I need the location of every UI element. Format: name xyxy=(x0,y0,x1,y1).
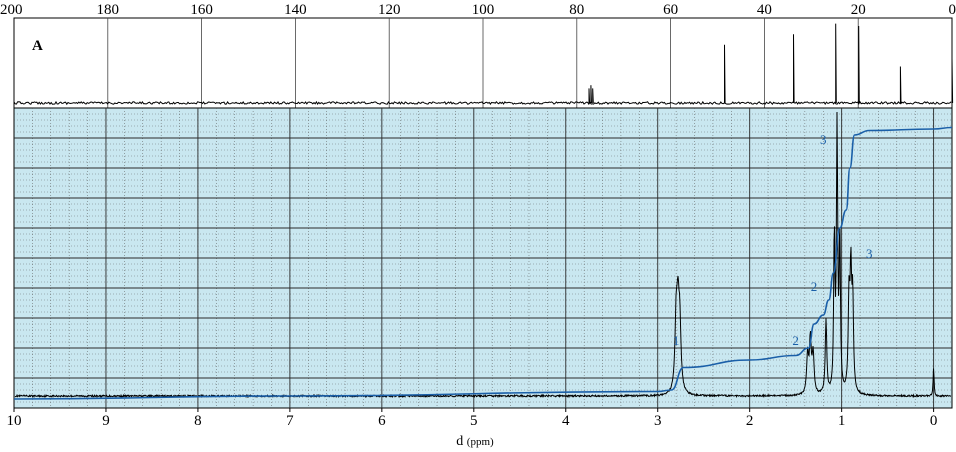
integration-label: 3 xyxy=(820,132,827,147)
carbon-tick-label: 180 xyxy=(97,2,120,18)
proton-spectrum-trace xyxy=(14,111,952,399)
panel-label: A xyxy=(32,38,43,54)
carbon-tick-label: 160 xyxy=(190,2,213,18)
integration-label: 2 xyxy=(811,279,818,294)
proton-tick-label: 5 xyxy=(470,413,478,429)
carbon-tick-label: 20 xyxy=(851,2,866,18)
integration-label: 3 xyxy=(866,246,873,261)
integration-label: 2 xyxy=(792,333,799,348)
proton-tick-label: 2 xyxy=(746,413,754,429)
proton-tick-label: 7 xyxy=(286,413,294,429)
carbon-tick-label: 120 xyxy=(378,2,401,18)
carbon-tick-label: 60 xyxy=(663,2,678,18)
carbon-tick-label: 0 xyxy=(949,2,956,18)
proton-axis-ticks: 10 9 8 7 6 5 4 3 2 1 0 xyxy=(7,408,938,429)
proton-tick-label: 6 xyxy=(378,413,386,429)
carbon-tick-label: 40 xyxy=(757,2,772,18)
proton-tick-label: 10 xyxy=(7,413,22,429)
proton-tick-label: 8 xyxy=(194,413,202,429)
carbon-spectrum-trace xyxy=(13,23,954,106)
proton-tick-label: 1 xyxy=(838,413,846,429)
proton-tick-label: 0 xyxy=(930,413,938,429)
carbon-tick-label: 200 xyxy=(0,2,23,18)
proton-panel-grid xyxy=(14,108,952,408)
carbon-tick-label: 100 xyxy=(472,2,495,18)
carbon-tick-label: 140 xyxy=(284,2,307,18)
proton-tick-label: 3 xyxy=(654,413,662,429)
x-axis-title-unit: (ppm) xyxy=(467,436,494,448)
integration-labels: 1 2 2 3 3 xyxy=(673,132,873,348)
x-axis-title-symbol: d xyxy=(456,434,463,449)
carbon-tick-label: 80 xyxy=(569,2,584,18)
carbon-axis-ticks: 200 180 160 140 120 100 80 60 40 20 0 xyxy=(0,2,956,18)
x-axis-title: d (ppm) xyxy=(456,434,494,449)
integration-label: 1 xyxy=(673,333,680,348)
proton-tick-label: 4 xyxy=(562,413,570,429)
proton-tick-label: 9 xyxy=(102,413,110,429)
integration-curve xyxy=(13,126,953,400)
